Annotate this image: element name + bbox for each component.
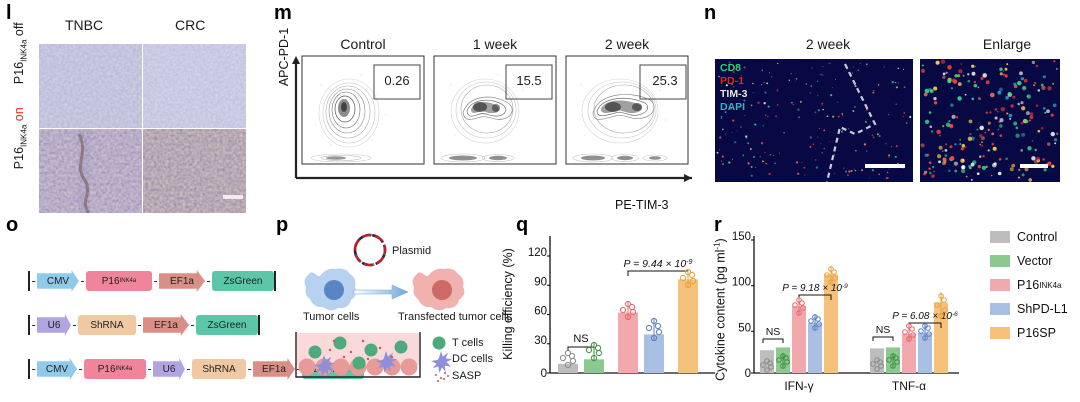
svg-text:100: 100	[732, 277, 751, 289]
svg-text:120: 120	[528, 247, 547, 259]
svg-text:P = 9.18 × 10-9: P = 9.18 × 10-9	[782, 283, 848, 294]
svg-text:Plasmid: Plasmid	[392, 245, 431, 257]
svg-text:P = 9.44 × 10-9: P = 9.44 × 10-9	[624, 258, 693, 270]
svg-text:50: 50	[738, 322, 751, 334]
svg-text:NS: NS	[573, 333, 588, 345]
svg-text:60: 60	[534, 306, 547, 318]
svg-text:0: 0	[745, 368, 751, 380]
svg-text:0: 0	[541, 368, 547, 380]
svg-text:SASP: SASP	[452, 370, 481, 382]
svg-text:P = 6.08 × 10-6: P = 6.08 × 10-6	[892, 311, 958, 322]
svg-text:Tumor cells: Tumor cells	[303, 311, 360, 323]
svg-text:T cells: T cells	[452, 337, 484, 349]
svg-text:DC cells: DC cells	[452, 353, 493, 365]
svg-text:Transfected tumor cells: Transfected tumor cells	[398, 311, 512, 323]
svg-text:IFN-γ: IFN-γ	[784, 379, 813, 393]
svg-text:TNF-α: TNF-α	[892, 379, 926, 393]
svg-text:150: 150	[732, 231, 751, 243]
svg-text:90: 90	[534, 276, 547, 288]
svg-text:NS: NS	[766, 326, 781, 338]
svg-text:NS: NS	[876, 324, 891, 336]
svg-text:30: 30	[534, 335, 547, 347]
